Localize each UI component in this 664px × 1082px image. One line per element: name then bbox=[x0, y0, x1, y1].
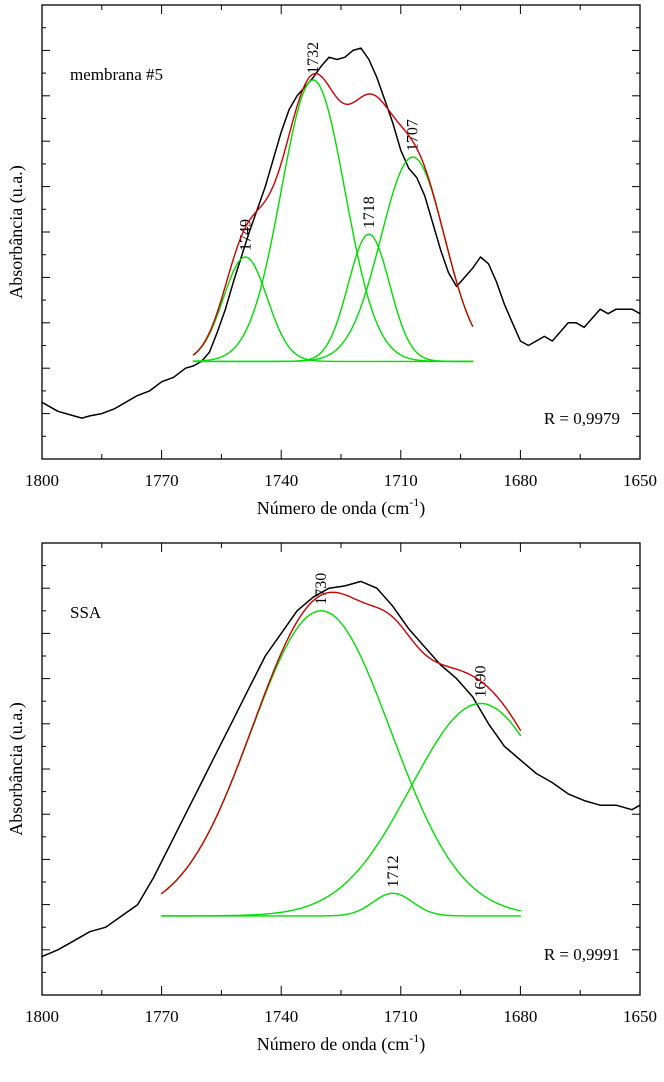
spectrum-line bbox=[41, 580, 641, 958]
peak-label: 1749 bbox=[237, 219, 254, 251]
fit-line bbox=[160, 591, 522, 895]
x-tick-label: 1800 bbox=[25, 1007, 59, 1026]
x-tick-label: 1710 bbox=[384, 471, 418, 490]
component-peak-1690 bbox=[160, 702, 522, 917]
component-peak-1730 bbox=[160, 610, 522, 912]
y-axis-label: Absorbância (u.a.) bbox=[6, 165, 27, 298]
plot-frame bbox=[41, 542, 641, 996]
x-axis-label: Número de onda (cm-1) bbox=[257, 495, 425, 519]
r-value: R = 0,9991 bbox=[544, 945, 620, 964]
r-value: R = 0,9979 bbox=[544, 409, 620, 428]
x-tick-label: 1740 bbox=[264, 1007, 298, 1026]
peak-label: 1707 bbox=[405, 119, 422, 151]
peak-label: 1730 bbox=[313, 573, 330, 605]
x-tick-label: 1770 bbox=[145, 1007, 179, 1026]
x-axis-label: Número de onda (cm-1) bbox=[257, 1031, 425, 1055]
component-peak-1712 bbox=[160, 892, 522, 917]
fit-line bbox=[192, 72, 474, 356]
x-tick-label: 1770 bbox=[145, 471, 179, 490]
x-tick-label: 1800 bbox=[25, 471, 59, 490]
y-axis-label: Absorbância (u.a.) bbox=[6, 702, 27, 835]
chart-panel-2: 1800 1770 1740 1710 1680 1650 Número de onda (… bbox=[6, 542, 657, 1055]
component-peak-1732 bbox=[192, 79, 474, 363]
x-tick-label: 1710 bbox=[384, 1007, 418, 1026]
peak-label: 1732 bbox=[305, 42, 322, 74]
panel-annotation: membrana #5 bbox=[70, 65, 163, 84]
panel-annotation: SSA bbox=[70, 603, 102, 622]
x-tick-label: 1680 bbox=[503, 471, 537, 490]
x-tick-label: 1740 bbox=[264, 471, 298, 490]
chart-panel-1: 1800 1770 1740 1710 1680 1650 Número de onda (… bbox=[6, 4, 657, 519]
component-peak-1707 bbox=[192, 156, 474, 363]
x-tick-label: 1680 bbox=[503, 1007, 537, 1026]
component-peak-1749 bbox=[192, 256, 474, 363]
peak-label: 1712 bbox=[385, 855, 402, 887]
x-tick-label: 1650 bbox=[623, 1007, 657, 1026]
spectrum-line bbox=[41, 47, 641, 419]
peak-label: 1718 bbox=[361, 196, 378, 228]
x-tick-label: 1650 bbox=[623, 471, 657, 490]
